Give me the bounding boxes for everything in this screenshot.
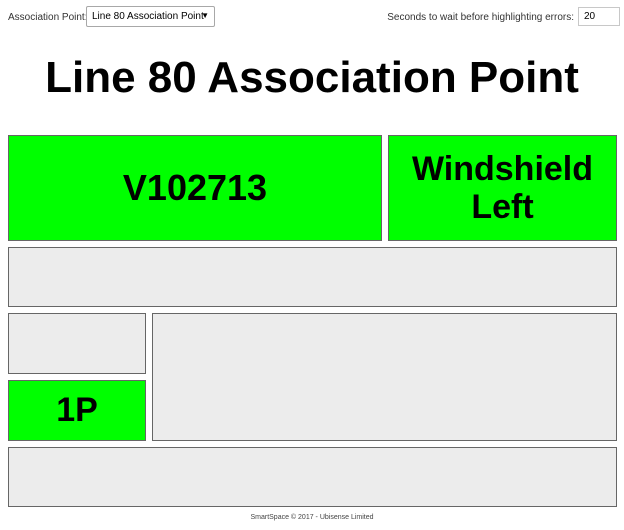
empty-panel-left-top [8, 313, 146, 374]
dropdown-arrow-icon: ▼ [201, 11, 209, 20]
seconds-wait-label: Seconds to wait before highlighting erro… [387, 12, 574, 23]
vin-panel: V102713 [8, 135, 382, 241]
empty-panel-large [152, 313, 617, 441]
vin-text: V102713 [122, 167, 268, 208]
code-panel: 1P [8, 380, 146, 441]
code-text: 1P [56, 391, 98, 429]
association-point-selected-value: Line 80 Association Point [92, 11, 204, 22]
top-toolbar: Association Point: Line 80 Association P… [0, 0, 624, 34]
part-panel: Windshield Left [388, 135, 617, 241]
seconds-wait-input[interactable]: 20 [578, 7, 620, 26]
empty-panel-row2 [8, 247, 617, 307]
page-title: Line 80 Association Point [45, 53, 579, 102]
association-point-select[interactable]: Line 80 Association Point ▼ [86, 6, 215, 27]
part-name-line1: Windshield [411, 150, 594, 188]
association-point-label: Association Point: [8, 12, 88, 23]
part-name-line2: Left [471, 188, 534, 226]
footer-copyright: SmartSpace © 2017 - Ubisense Limited [250, 514, 374, 521]
empty-panel-row4 [8, 447, 617, 507]
